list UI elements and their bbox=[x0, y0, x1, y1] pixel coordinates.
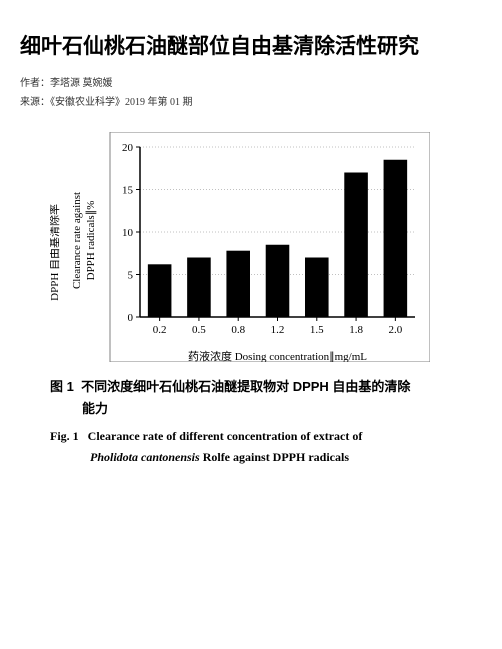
svg-text:0.8: 0.8 bbox=[231, 324, 245, 336]
svg-text:5: 5 bbox=[128, 270, 134, 282]
caption-cn-label: 图 1 bbox=[50, 379, 74, 394]
svg-text:Clearance rate against: Clearance rate against bbox=[71, 192, 83, 289]
svg-text:1.2: 1.2 bbox=[271, 324, 285, 336]
source-line: 来源：《安徽农业科学》2019 年第 01 期 bbox=[20, 93, 482, 108]
caption-english: Fig. 1 Clearance rate of different conce… bbox=[50, 426, 450, 467]
chart-svg: 0 5 10 15 20 0.2 0.5 0.8 1.2 1.5 1.8 2.0 药液浓度 Dosing… bbox=[50, 132, 430, 362]
svg-text:0.5: 0.5 bbox=[192, 324, 206, 336]
caption-en-text1: Clearance rate of different concentratio… bbox=[88, 429, 363, 443]
svg-text:1.5: 1.5 bbox=[310, 324, 324, 336]
svg-text:DPPH radicals∥%: DPPH radicals∥% bbox=[85, 201, 97, 281]
caption-en-text2: Rolfe against DPPH radicals bbox=[200, 450, 349, 464]
caption-cn-text2: 能力 bbox=[50, 398, 482, 420]
svg-text:药液浓度 Dosing concentration∥mg/m: 药液浓度 Dosing concentration∥mg/mL bbox=[188, 349, 367, 362]
svg-text:20: 20 bbox=[122, 142, 134, 154]
page-title: 细叶石仙桃石油醚部位自由基清除活性研究 bbox=[20, 30, 482, 60]
caption-en-italic: Pholidota cantonensis bbox=[90, 450, 200, 464]
bar-chart: 0 5 10 15 20 0.2 0.5 0.8 1.2 1.5 1.8 2.0 药液浓度 Dosing… bbox=[50, 132, 430, 362]
svg-text:DPPH 自由基清除率: DPPH 自由基清除率 bbox=[50, 204, 61, 301]
svg-text:0: 0 bbox=[128, 312, 134, 324]
caption-cn-text1: 不同浓度细叶石仙桃石油醚提取物对 DPPH 自由基的清除 bbox=[81, 379, 410, 394]
svg-text:15: 15 bbox=[122, 185, 134, 197]
caption-en-label: Fig. 1 bbox=[50, 429, 79, 443]
svg-text:2.0: 2.0 bbox=[388, 324, 402, 336]
svg-text:10: 10 bbox=[122, 227, 134, 239]
svg-text:0.2: 0.2 bbox=[153, 324, 167, 336]
author-line: 作者：李塔源 莫婉媛 bbox=[20, 74, 482, 89]
svg-text:1.8: 1.8 bbox=[349, 324, 363, 336]
caption-chinese: 图 1 不同浓度细叶石仙桃石油醚提取物对 DPPH 自由基的清除 能力 bbox=[50, 376, 482, 420]
